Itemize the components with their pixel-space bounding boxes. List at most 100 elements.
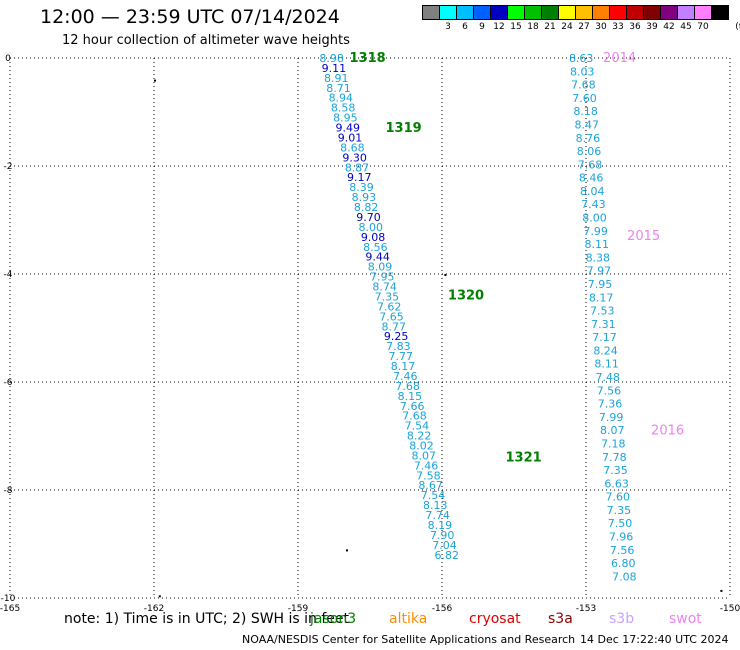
wave-height-value: 8.47	[574, 118, 599, 131]
wave-height-value: 8.15	[398, 390, 423, 403]
pass-number-label: 2016	[651, 424, 684, 439]
colorbar-label: 9	[479, 22, 485, 32]
wave-height-value: 8.04	[580, 185, 605, 198]
wave-height-value: 9.17	[347, 171, 372, 184]
wave-height-value: 7.54	[421, 489, 446, 502]
wave-height-value: 7.74	[425, 509, 450, 522]
colorbar-label: 30	[595, 22, 607, 32]
wave-height-value: 7.62	[377, 300, 402, 313]
colorbar-label: 45	[680, 22, 692, 32]
footer-note: note: 1) Time is in UTC; 2) SWH is in fe…	[64, 611, 350, 627]
satellite-cryosat-label: cryosat	[469, 611, 521, 627]
wave-height-value: 7.17	[592, 331, 617, 344]
colorbar-label: 27	[578, 22, 590, 32]
wave-height-value: 7.96	[609, 531, 634, 544]
wave-height-value: 8.18	[573, 105, 598, 118]
satellite-swot-label: swot	[669, 611, 702, 627]
colorbar-label: 6	[462, 22, 468, 32]
y-tick-label: -2	[4, 162, 13, 172]
wave-height-value: 7.95	[370, 271, 395, 284]
wave-height-value: 7.60	[572, 92, 597, 105]
wave-height-value: 9.70	[356, 211, 381, 224]
wave-height-value: 9.01	[338, 131, 363, 144]
island-marker	[444, 274, 447, 276]
wave-height-value: 8.91	[324, 72, 349, 85]
wave-height-value: 8.11	[584, 238, 609, 251]
colorbar-swatch	[711, 5, 729, 20]
wave-height-value: 9.08	[361, 231, 386, 244]
wave-height-value: 8.39	[349, 181, 374, 194]
y-tick-label: -8	[4, 486, 13, 496]
wave-height-value: 7.95	[588, 278, 613, 291]
wave-height-value: 8.06	[577, 145, 602, 158]
satellite-altika-label: altika	[389, 611, 428, 627]
wave-height-value: 7.35	[375, 290, 400, 303]
pass-number-label: 1321	[506, 451, 542, 466]
generated-timestamp: 14 Dec 17:22:40 UTC 2024	[580, 633, 729, 646]
wave-height-value: 7.60	[606, 491, 631, 504]
wave-height-value: 7.36	[598, 398, 623, 411]
wave-height-value: 9.44	[365, 251, 390, 264]
x-tick-label: -159	[288, 604, 309, 614]
wave-height-value: 8.95	[333, 112, 358, 125]
island-marker	[346, 549, 348, 552]
wave-height-value: 8.17	[589, 291, 614, 304]
wave-height-value: 7.65	[379, 310, 404, 323]
wave-height-value: 7.66	[400, 400, 425, 413]
colorbar-label: 3	[445, 22, 451, 32]
wave-height-value: 8.00	[359, 221, 384, 234]
wave-height-value: 7.43	[581, 198, 606, 211]
wave-height-value: 8.87	[345, 161, 370, 174]
wave-height-value: 8.24	[593, 344, 618, 357]
wave-height-value: 8.74	[372, 281, 397, 294]
wave-height-value: 8.11	[594, 358, 619, 371]
island-marker	[158, 595, 161, 598]
wave-height-value: 8.03	[570, 65, 595, 78]
map-title: 12:00 — 23:59 UTC 07/14/2024	[40, 6, 340, 28]
wave-height-value: 8.67	[418, 479, 443, 492]
wave-height-value: 9.30	[342, 151, 367, 164]
wave-height-value: 7.99	[599, 411, 624, 424]
wave-height-value: 7.48	[596, 371, 621, 384]
wave-height-value: 9.49	[335, 122, 360, 135]
wave-height-value: 8.22	[407, 430, 432, 443]
wave-height-value: 8.07	[412, 449, 437, 462]
wave-height-value: 7.31	[591, 318, 616, 331]
x-tick-label: -165	[0, 604, 20, 614]
wave-height-value: 8.38	[586, 251, 611, 264]
y-tick-label: -4	[4, 270, 13, 280]
island-marker	[154, 79, 156, 82]
wave-height-value: 7.46	[414, 459, 439, 472]
colorbar-label: 24	[561, 22, 573, 32]
wave-height-value: 8.09	[368, 261, 393, 274]
wave-height-value: 7.78	[602, 451, 627, 464]
satellite-jason3-label: jason3	[310, 611, 357, 627]
x-tick-label: -150	[720, 604, 740, 614]
wave-height-value: 6.82	[435, 549, 460, 562]
colorbar-unit: (ft)	[735, 22, 740, 32]
y-tick-label: 0	[5, 54, 11, 64]
wave-height-value: 8.63	[569, 52, 594, 65]
wave-height-value: 7.18	[601, 437, 626, 450]
colorbar-label: 33	[612, 22, 624, 32]
wave-height-value: 8.56	[363, 241, 388, 254]
pass-number-label: 1320	[448, 289, 484, 304]
wave-height-value: 7.97	[587, 265, 612, 278]
wave-height-value: 7.56	[597, 384, 622, 397]
wave-height-value: 7.54	[405, 420, 430, 433]
wave-height-value: 7.90	[430, 529, 455, 542]
wave-height-value: 8.93	[352, 191, 377, 204]
wave-height-value: 8.13	[423, 499, 448, 512]
wave-height-value: 8.68	[340, 141, 365, 154]
wave-height-value: 8.77	[382, 320, 407, 333]
colorbar-label: 15	[510, 22, 522, 32]
colorbar-label: 42	[663, 22, 675, 32]
credit-text: NOAA/NESDIS Center for Satellite Applica…	[242, 633, 576, 646]
satellite-s3a-label: s3a	[548, 611, 573, 627]
wave-height-value: 7.46	[393, 370, 418, 383]
colorbar-label: 21	[544, 22, 556, 32]
map-subtitle: 12 hour collection of altimeter wave hei…	[62, 33, 350, 48]
colorbar-label: 39	[646, 22, 658, 32]
wave-height-value: 7.35	[603, 464, 628, 477]
wave-height-value: 7.53	[590, 305, 615, 318]
